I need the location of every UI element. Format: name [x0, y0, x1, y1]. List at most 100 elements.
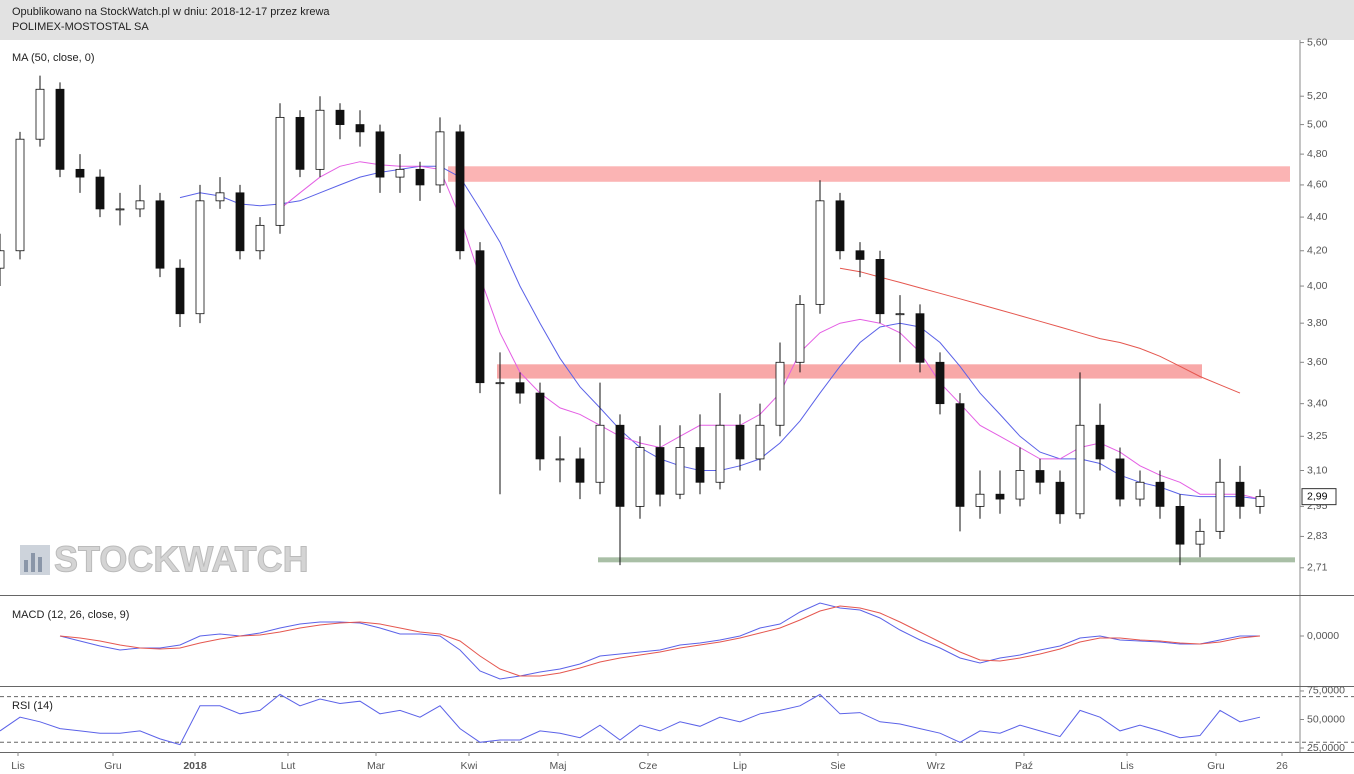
- x-tick-label: Maj: [550, 760, 567, 772]
- candle-body: [1035, 470, 1045, 483]
- candle-body: [135, 200, 145, 210]
- panel-title: MACD (12, 26, close, 9): [12, 609, 129, 621]
- x-tick-label: Cze: [639, 760, 658, 772]
- header-bar: [0, 0, 1354, 40]
- candle-body: [1195, 530, 1205, 545]
- y-tick-label: 4,60: [1307, 179, 1328, 191]
- candle-body: [995, 493, 1005, 500]
- candle-body: [1075, 424, 1085, 515]
- candle-body: [235, 192, 245, 252]
- candle-body: [475, 250, 485, 384]
- last-price-box: [1301, 488, 1337, 506]
- y-tick-label: 5,20: [1307, 90, 1328, 102]
- candle-body: [815, 200, 825, 305]
- candle-body: [1135, 481, 1145, 500]
- x-tick-label: Lis: [1120, 760, 1133, 772]
- support-line: [598, 557, 1295, 563]
- candle-body: [575, 458, 585, 483]
- candle-body: [155, 200, 165, 269]
- candle-body: [315, 109, 325, 170]
- x-tick-label: Kwi: [461, 760, 478, 772]
- y-tick-label: 4,80: [1307, 148, 1328, 160]
- candle-body: [55, 88, 65, 170]
- watermark-icon: [38, 557, 42, 572]
- indicator-line: [279, 161, 1261, 500]
- candle-body: [795, 303, 805, 363]
- candle-body: [1255, 496, 1265, 507]
- indicator-line: [0, 693, 1261, 746]
- candle-body: [495, 382, 505, 385]
- candle-body: [1095, 424, 1105, 460]
- resistance-zone: [448, 166, 1290, 182]
- candle-body: [895, 313, 905, 316]
- candle-body: [1055, 481, 1065, 515]
- y-tick-label: 3,40: [1307, 397, 1328, 409]
- candle-body: [635, 447, 645, 507]
- candle-body: [1015, 470, 1025, 500]
- x-tick-label: Lip: [733, 760, 747, 772]
- x-tick-label: 2018: [183, 760, 207, 772]
- watermark: STOCKWATCH: [20, 538, 309, 580]
- candle-body: [1155, 481, 1165, 507]
- y-tick-label: 4,20: [1307, 245, 1328, 257]
- candle-body: [115, 208, 125, 211]
- y-tick-label: 4,00: [1307, 280, 1328, 292]
- indicator-line: [839, 267, 1241, 394]
- candle-body: [395, 168, 405, 178]
- panel-title: MA (50, close, 0): [12, 52, 95, 64]
- candle-body: [1115, 458, 1125, 500]
- candle-body: [695, 447, 705, 483]
- candle-body: [335, 109, 345, 125]
- candle-body: [755, 424, 765, 460]
- candle-body: [255, 224, 265, 252]
- watermark-text: STOCKWATCH: [54, 539, 309, 580]
- y-tick-label: 4,40: [1307, 211, 1328, 223]
- candle-body: [1235, 481, 1245, 507]
- candle-body: [175, 267, 185, 315]
- candle-body: [1175, 505, 1185, 545]
- candle-body: [275, 116, 285, 226]
- x-tick-label: Wrz: [927, 760, 945, 772]
- x-tick-label: Lut: [281, 760, 296, 772]
- y-tick-label: 3,60: [1307, 356, 1328, 368]
- y-tick-label: 50,0000: [1307, 713, 1345, 725]
- candle-body: [355, 124, 365, 133]
- y-tick-label: 5,60: [1307, 36, 1328, 48]
- candle-body: [935, 361, 945, 405]
- watermark-icon: [24, 560, 28, 572]
- candle-body: [415, 168, 425, 186]
- candle-body: [1215, 481, 1225, 532]
- y-tick-label: 5,00: [1307, 118, 1328, 130]
- indicator-line: [59, 602, 1260, 680]
- y-tick-label: 3,10: [1307, 464, 1328, 476]
- candle-body: [0, 250, 5, 269]
- candle-body: [535, 392, 545, 460]
- candle-body: [35, 88, 45, 140]
- x-tick-label: Gru: [1207, 760, 1225, 772]
- candle-body: [615, 424, 625, 507]
- y-tick-label: 3,25: [1307, 430, 1328, 442]
- candle-body: [515, 382, 525, 394]
- candle-body: [735, 424, 745, 460]
- x-tick-label: Lis: [11, 760, 24, 772]
- watermark-icon: [31, 553, 35, 572]
- candle-body: [655, 447, 665, 495]
- y-tick-label: 3,80: [1307, 317, 1328, 329]
- candle-body: [915, 313, 925, 363]
- panel-title: RSI (14): [12, 700, 53, 712]
- candle-body: [855, 250, 865, 260]
- header-text: Opublikowano na StockWatch.pl w dniu: 20…: [12, 6, 330, 18]
- candle-body: [675, 447, 685, 495]
- candle-body: [975, 493, 985, 507]
- y-tick-label: 2,83: [1307, 530, 1328, 542]
- resistance-zone: [497, 364, 1202, 379]
- x-tick-label: Sie: [830, 760, 845, 772]
- candle-body: [595, 424, 605, 483]
- candle-body: [435, 131, 445, 186]
- y-tick-label: 2,71: [1307, 562, 1328, 574]
- y-tick-label: 75,0000: [1307, 685, 1345, 697]
- header-text: POLIMEX-MOSTOSTAL SA: [12, 21, 149, 33]
- candle-body: [215, 192, 225, 202]
- candle-body: [455, 131, 465, 252]
